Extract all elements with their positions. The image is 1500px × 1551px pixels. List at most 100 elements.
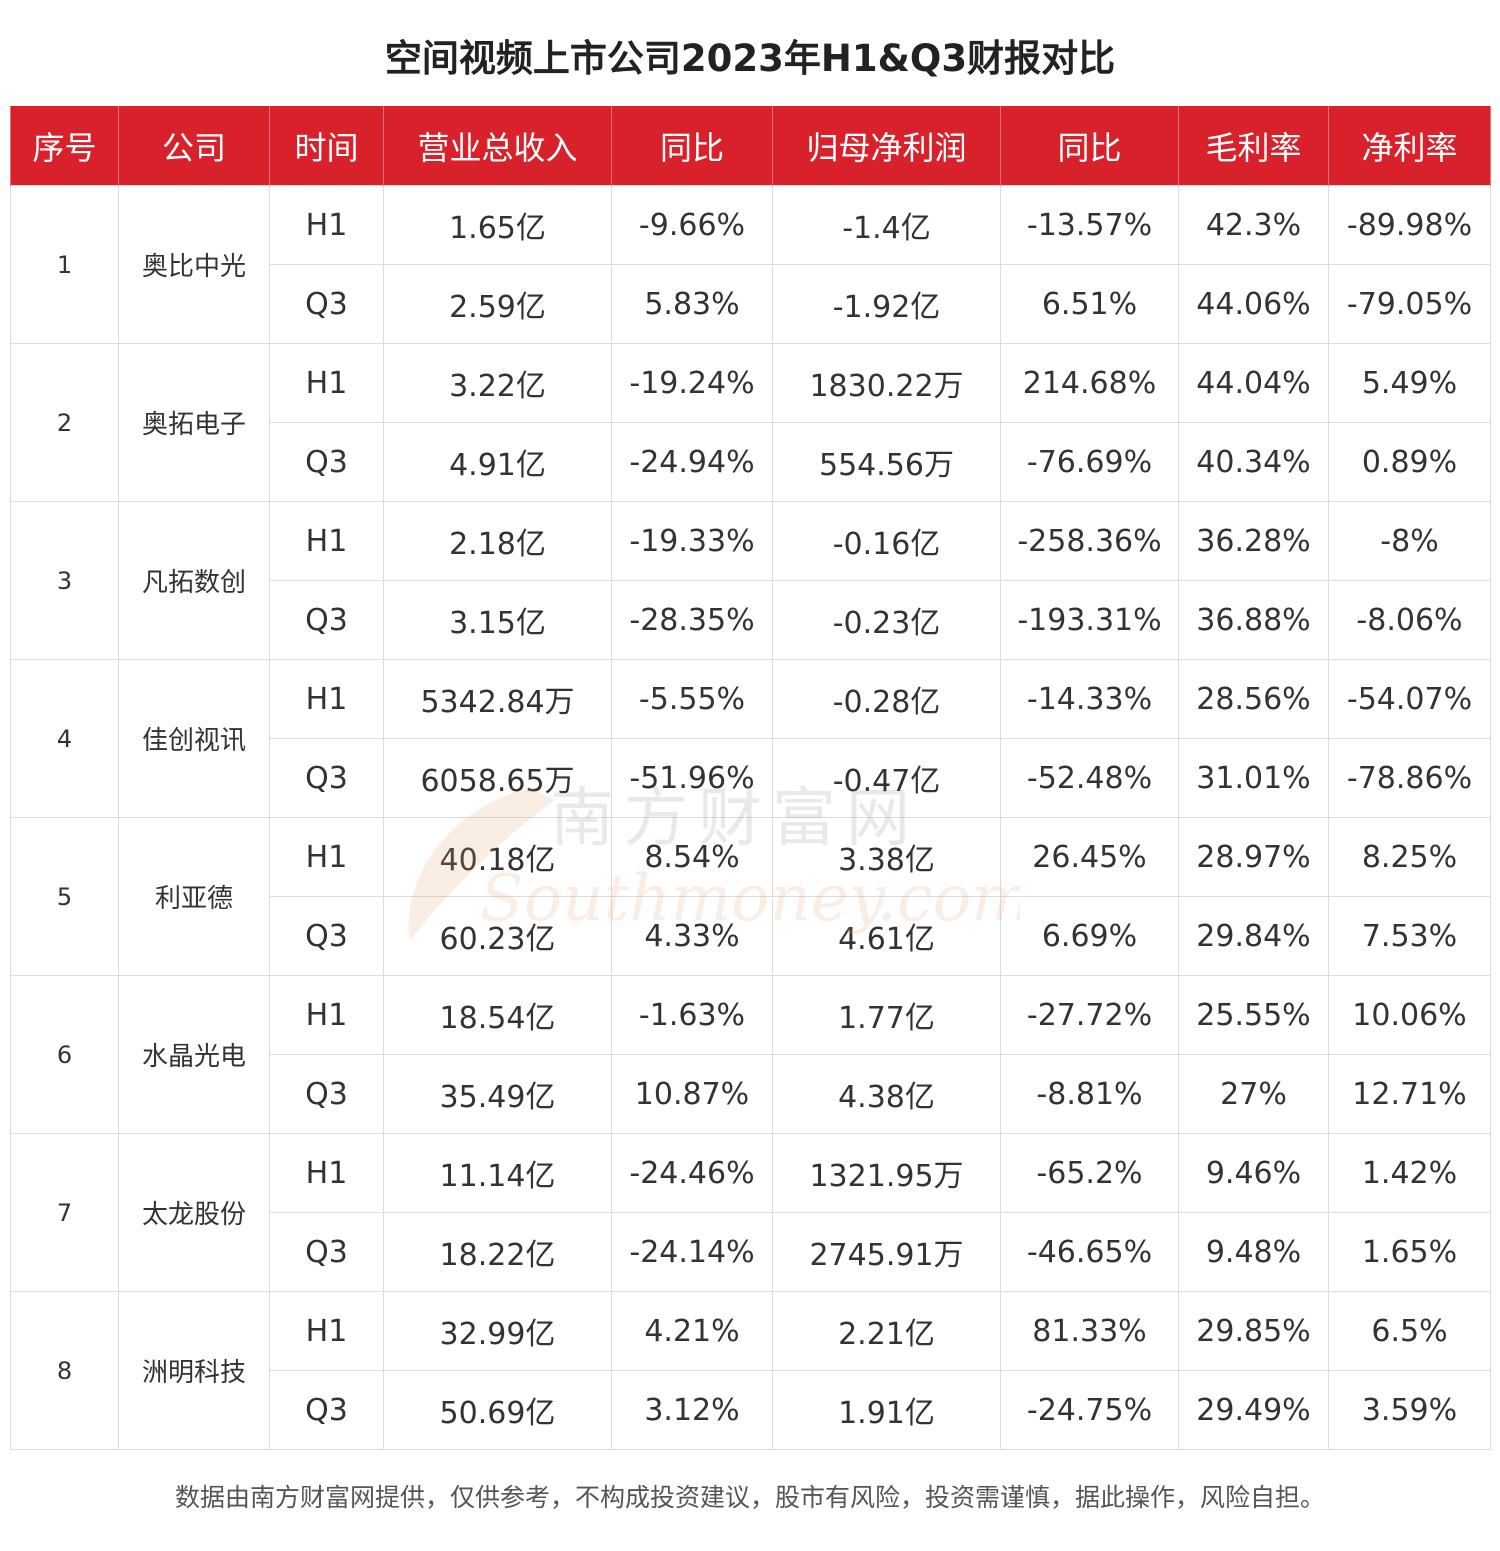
gross-margin-cell: 44.06%	[1179, 265, 1329, 344]
index-cell: 6	[11, 976, 119, 1134]
gross-margin-cell: 9.48%	[1179, 1213, 1329, 1292]
revenue-cell: 3.22亿	[384, 344, 612, 423]
revenue-cell: 32.99亿	[384, 1292, 612, 1371]
revenue-cell: 35.49亿	[384, 1055, 612, 1134]
net-margin-cell: -78.86%	[1329, 739, 1491, 818]
index-cell: 2	[11, 344, 119, 502]
company-name-cell: 太龙股份	[119, 1134, 270, 1292]
gross-margin-cell: 25.55%	[1179, 976, 1329, 1055]
gross-margin-cell: 42.3%	[1179, 186, 1329, 265]
period-cell: H1	[270, 660, 384, 739]
period-cell: Q3	[270, 581, 384, 660]
header-company: 公司	[119, 106, 270, 186]
table-row: 3 凡拓数创 H1 2.18亿 -19.33% -0.16亿 -258.36% 36.28% -…	[11, 502, 1491, 581]
period-cell: H1	[270, 976, 384, 1055]
header-gross-margin: 毛利率	[1179, 106, 1329, 186]
net-profit-cell: 1321.95万	[773, 1134, 1001, 1213]
revenue-yoy-cell: -19.24%	[612, 344, 773, 423]
net-margin-cell: -79.05%	[1329, 265, 1491, 344]
header-index: 序号	[11, 106, 119, 186]
revenue-yoy-cell: 3.12%	[612, 1371, 773, 1450]
header-net-profit: 归母净利润	[773, 106, 1001, 186]
profit-yoy-cell: -27.72%	[1001, 976, 1179, 1055]
revenue-yoy-cell: 4.21%	[612, 1292, 773, 1371]
net-margin-cell: 10.06%	[1329, 976, 1491, 1055]
profit-yoy-cell: 81.33%	[1001, 1292, 1179, 1371]
net-profit-cell: 4.38亿	[773, 1055, 1001, 1134]
net-margin-cell: 6.5%	[1329, 1292, 1491, 1371]
profit-yoy-cell: -13.57%	[1001, 186, 1179, 265]
net-margin-cell: 5.49%	[1329, 344, 1491, 423]
table-row: 1 奥比中光 H1 1.65亿 -9.66% -1.4亿 -13.57% 42.3% -89.9…	[11, 186, 1491, 265]
index-cell: 3	[11, 502, 119, 660]
table-header-row: 序号 公司 时间 营业总收入 同比 归母净利润 同比 毛利率 净利率	[11, 106, 1491, 186]
revenue-cell: 18.22亿	[384, 1213, 612, 1292]
revenue-cell: 11.14亿	[384, 1134, 612, 1213]
header-profit-yoy: 同比	[1001, 106, 1179, 186]
net-profit-cell: 4.61亿	[773, 897, 1001, 976]
profit-yoy-cell: -24.75%	[1001, 1371, 1179, 1450]
index-cell: 5	[11, 818, 119, 976]
net-margin-cell: 1.42%	[1329, 1134, 1491, 1213]
revenue-yoy-cell: -19.33%	[612, 502, 773, 581]
revenue-yoy-cell: -28.35%	[612, 581, 773, 660]
period-cell: H1	[270, 502, 384, 581]
net-margin-cell: -89.98%	[1329, 186, 1491, 265]
revenue-cell: 50.69亿	[384, 1371, 612, 1450]
gross-margin-cell: 29.84%	[1179, 897, 1329, 976]
company-name-cell: 凡拓数创	[119, 502, 270, 660]
period-cell: Q3	[270, 265, 384, 344]
profit-yoy-cell: 6.69%	[1001, 897, 1179, 976]
revenue-yoy-cell: 8.54%	[612, 818, 773, 897]
net-margin-cell: 0.89%	[1329, 423, 1491, 502]
net-profit-cell: 554.56万	[773, 423, 1001, 502]
table-body: 1 奥比中光 H1 1.65亿 -9.66% -1.4亿 -13.57% 42.3% -89.9…	[11, 186, 1491, 1450]
period-cell: Q3	[270, 1213, 384, 1292]
header-revenue-yoy: 同比	[612, 106, 773, 186]
net-margin-cell: 1.65%	[1329, 1213, 1491, 1292]
period-cell: H1	[270, 1292, 384, 1371]
revenue-yoy-cell: -51.96%	[612, 739, 773, 818]
header-net-margin: 净利率	[1329, 106, 1491, 186]
period-cell: H1	[270, 818, 384, 897]
index-cell: 1	[11, 186, 119, 344]
table-row: 8 洲明科技 H1 32.99亿 4.21% 2.21亿 81.33% 29.85% 6.5%	[11, 1292, 1491, 1371]
profit-yoy-cell: 6.51%	[1001, 265, 1179, 344]
net-profit-cell: 2745.91万	[773, 1213, 1001, 1292]
net-profit-cell: -0.28亿	[773, 660, 1001, 739]
net-profit-cell: -0.23亿	[773, 581, 1001, 660]
revenue-yoy-cell: -1.63%	[612, 976, 773, 1055]
company-name-cell: 水晶光电	[119, 976, 270, 1134]
profit-yoy-cell: -46.65%	[1001, 1213, 1179, 1292]
header-period: 时间	[270, 106, 384, 186]
company-name-cell: 佳创视讯	[119, 660, 270, 818]
net-profit-cell: -0.16亿	[773, 502, 1001, 581]
net-profit-cell: 1.91亿	[773, 1371, 1001, 1450]
net-margin-cell: -8.06%	[1329, 581, 1491, 660]
company-name-cell: 奥拓电子	[119, 344, 270, 502]
revenue-yoy-cell: -24.94%	[612, 423, 773, 502]
table-row: 7 太龙股份 H1 11.14亿 -24.46% 1321.95万 -65.2% 9.46% 1…	[11, 1134, 1491, 1213]
revenue-yoy-cell: -24.46%	[612, 1134, 773, 1213]
financial-table: 序号 公司 时间 营业总收入 同比 归母净利润 同比 毛利率 净利率 1 奥比中光…	[10, 106, 1491, 1450]
header-revenue: 营业总收入	[384, 106, 612, 186]
revenue-cell: 6058.65万	[384, 739, 612, 818]
revenue-yoy-cell: 5.83%	[612, 265, 773, 344]
revenue-cell: 18.54亿	[384, 976, 612, 1055]
net-margin-cell: 12.71%	[1329, 1055, 1491, 1134]
period-cell: Q3	[270, 423, 384, 502]
period-cell: Q3	[270, 1371, 384, 1450]
index-cell: 4	[11, 660, 119, 818]
gross-margin-cell: 9.46%	[1179, 1134, 1329, 1213]
revenue-cell: 2.59亿	[384, 265, 612, 344]
net-margin-cell: 7.53%	[1329, 897, 1491, 976]
gross-margin-cell: 28.97%	[1179, 818, 1329, 897]
gross-margin-cell: 36.88%	[1179, 581, 1329, 660]
revenue-cell: 3.15亿	[384, 581, 612, 660]
table-row: 2 奥拓电子 H1 3.22亿 -19.24% 1830.22万 214.68% 44.04%…	[11, 344, 1491, 423]
index-cell: 7	[11, 1134, 119, 1292]
profit-yoy-cell: -14.33%	[1001, 660, 1179, 739]
period-cell: H1	[270, 186, 384, 265]
net-profit-cell: 1.77亿	[773, 976, 1001, 1055]
gross-margin-cell: 29.49%	[1179, 1371, 1329, 1450]
